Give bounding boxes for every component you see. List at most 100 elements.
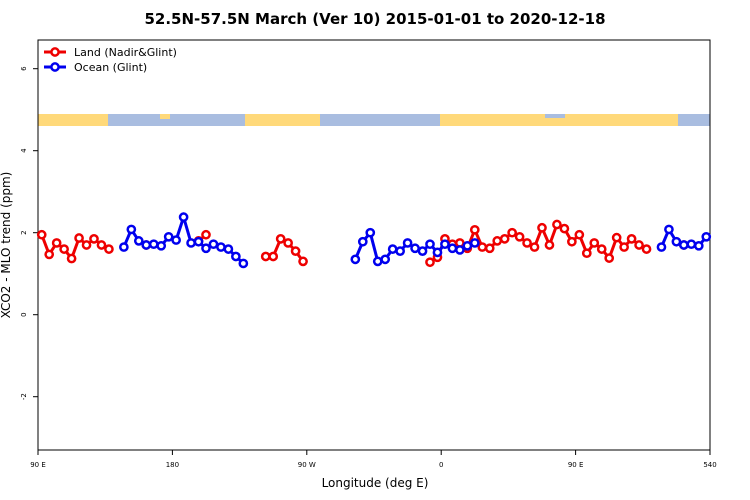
- point: [178, 212, 189, 222]
- point: [656, 242, 667, 252]
- legend-label: Ocean (Glint): [74, 61, 147, 74]
- legend-marker: [50, 47, 60, 57]
- point: [417, 246, 428, 256]
- point: [410, 243, 420, 254]
- point: [432, 247, 443, 258]
- point: [679, 240, 689, 250]
- point: [156, 240, 167, 251]
- land-ocean-strip: [38, 114, 710, 126]
- point: [290, 246, 301, 256]
- point: [425, 239, 435, 250]
- point: [298, 256, 308, 267]
- point: [148, 239, 159, 250]
- point: [231, 251, 241, 262]
- point: [372, 256, 383, 267]
- x-tick-label: 540: [703, 461, 716, 469]
- point: [499, 234, 510, 244]
- y-tick-label: 6: [20, 66, 28, 71]
- x-tick-label: 180: [166, 461, 179, 469]
- point: [201, 243, 211, 254]
- point: [283, 238, 293, 248]
- point: [402, 238, 413, 248]
- point: [425, 257, 435, 268]
- point: [492, 236, 503, 246]
- legend-label: Land (Nadir&Glint): [74, 46, 177, 59]
- point: [634, 240, 644, 250]
- point: [455, 245, 465, 255]
- point: [447, 243, 458, 254]
- point: [275, 234, 286, 244]
- point: [66, 253, 77, 264]
- point: [559, 223, 570, 234]
- point: [477, 242, 488, 252]
- x-tick-label: 90 E: [30, 461, 46, 469]
- point: [357, 236, 368, 247]
- point: [141, 240, 152, 250]
- point: [260, 251, 271, 262]
- point: [604, 253, 615, 263]
- legend-marker: [50, 62, 60, 72]
- point: [387, 244, 398, 254]
- point: [693, 240, 704, 251]
- point: [469, 224, 480, 235]
- plot-frame: [37, 39, 711, 451]
- point: [186, 238, 196, 248]
- y-tick-label: -2: [20, 393, 28, 400]
- point: [81, 240, 92, 250]
- point: [59, 244, 69, 254]
- point: [74, 233, 84, 243]
- x-tick-label: 90 W: [298, 461, 316, 469]
- point: [238, 258, 249, 269]
- x-axis-label: Longitude (deg E): [322, 476, 429, 490]
- point: [89, 234, 99, 244]
- point: [522, 238, 532, 248]
- point: [596, 244, 607, 254]
- point: [664, 224, 674, 235]
- x-tick-label: 90 E: [568, 461, 584, 469]
- point: [567, 236, 577, 247]
- point: [126, 224, 137, 235]
- point: [201, 229, 211, 240]
- point: [611, 232, 622, 243]
- point: [574, 229, 585, 240]
- x-tick-label: 0: [439, 461, 443, 469]
- point: [208, 239, 219, 250]
- point: [350, 254, 361, 265]
- point: [365, 227, 376, 238]
- point: [163, 231, 174, 242]
- point: [133, 236, 144, 246]
- point: [529, 242, 540, 252]
- chart-title: 52.5N-57.5N March (Ver 10) 2015-01-01 to…: [144, 10, 605, 28]
- point: [626, 234, 637, 244]
- point: [104, 244, 114, 254]
- y-axis-label: XCO2 - MLO trend (ppm): [0, 172, 13, 319]
- point: [701, 231, 712, 242]
- point: [51, 238, 62, 248]
- point: [671, 236, 682, 247]
- point: [537, 222, 547, 233]
- point: [507, 227, 517, 238]
- point: [216, 242, 226, 252]
- point: [619, 242, 629, 252]
- point: [36, 229, 47, 240]
- y-tick-label: 0: [20, 312, 28, 316]
- point: [395, 246, 405, 256]
- point: [268, 251, 279, 262]
- point: [469, 238, 480, 248]
- point: [462, 240, 473, 251]
- point: [119, 242, 129, 252]
- point: [641, 244, 652, 254]
- point: [581, 248, 592, 259]
- point: [686, 239, 697, 250]
- point: [440, 239, 450, 250]
- point: [223, 244, 234, 254]
- point: [193, 236, 204, 247]
- point: [514, 231, 525, 242]
- point: [44, 249, 55, 260]
- point: [380, 254, 391, 265]
- point: [96, 240, 107, 250]
- y-tick-label: 4: [20, 148, 28, 153]
- point: [171, 235, 181, 245]
- y-tick-label: 2: [20, 230, 28, 234]
